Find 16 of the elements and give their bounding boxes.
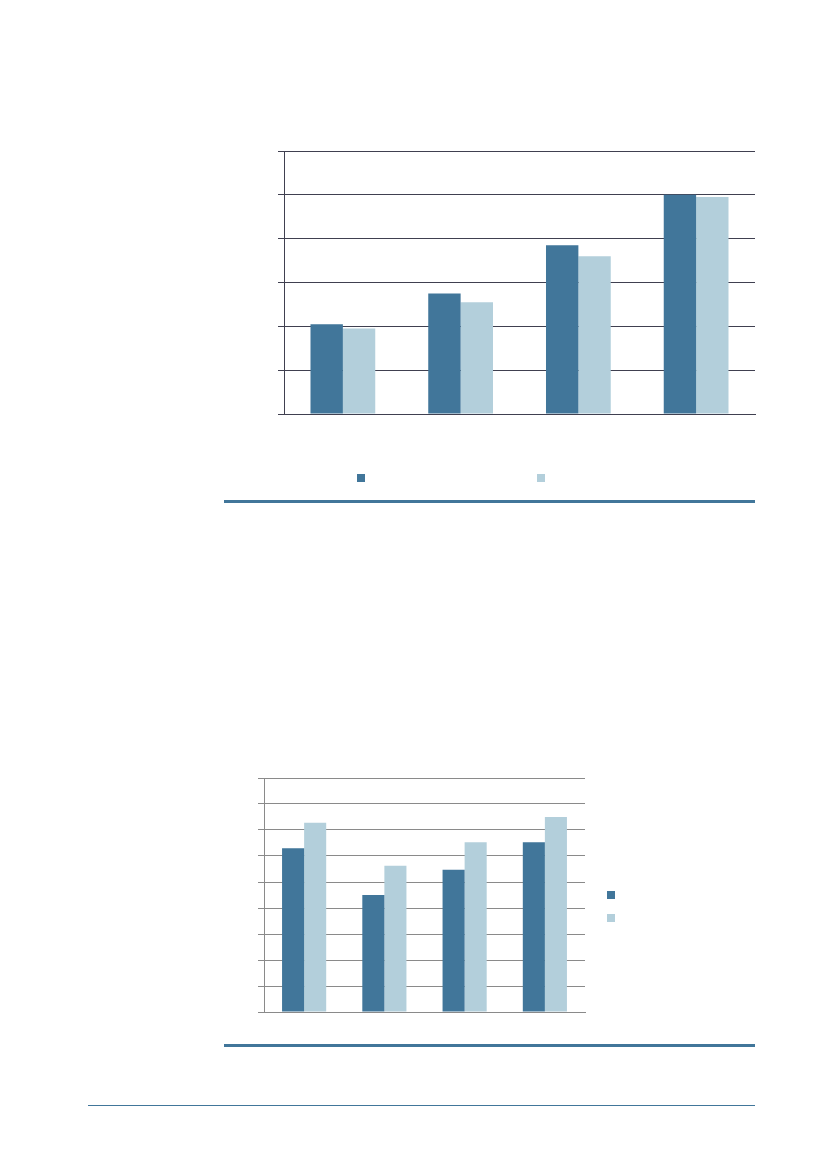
bar [578,256,611,414]
bar [282,848,305,1012]
bar [362,895,385,1012]
bar [442,869,465,1012]
bar [304,822,327,1012]
bar [522,842,545,1012]
bar [464,842,487,1012]
bar [663,194,697,414]
bar [460,302,494,414]
bar [384,865,407,1012]
bar [342,328,376,414]
bar [310,324,343,414]
bar [545,245,579,414]
bar [428,293,461,414]
bar [544,817,567,1012]
bar [696,197,729,414]
